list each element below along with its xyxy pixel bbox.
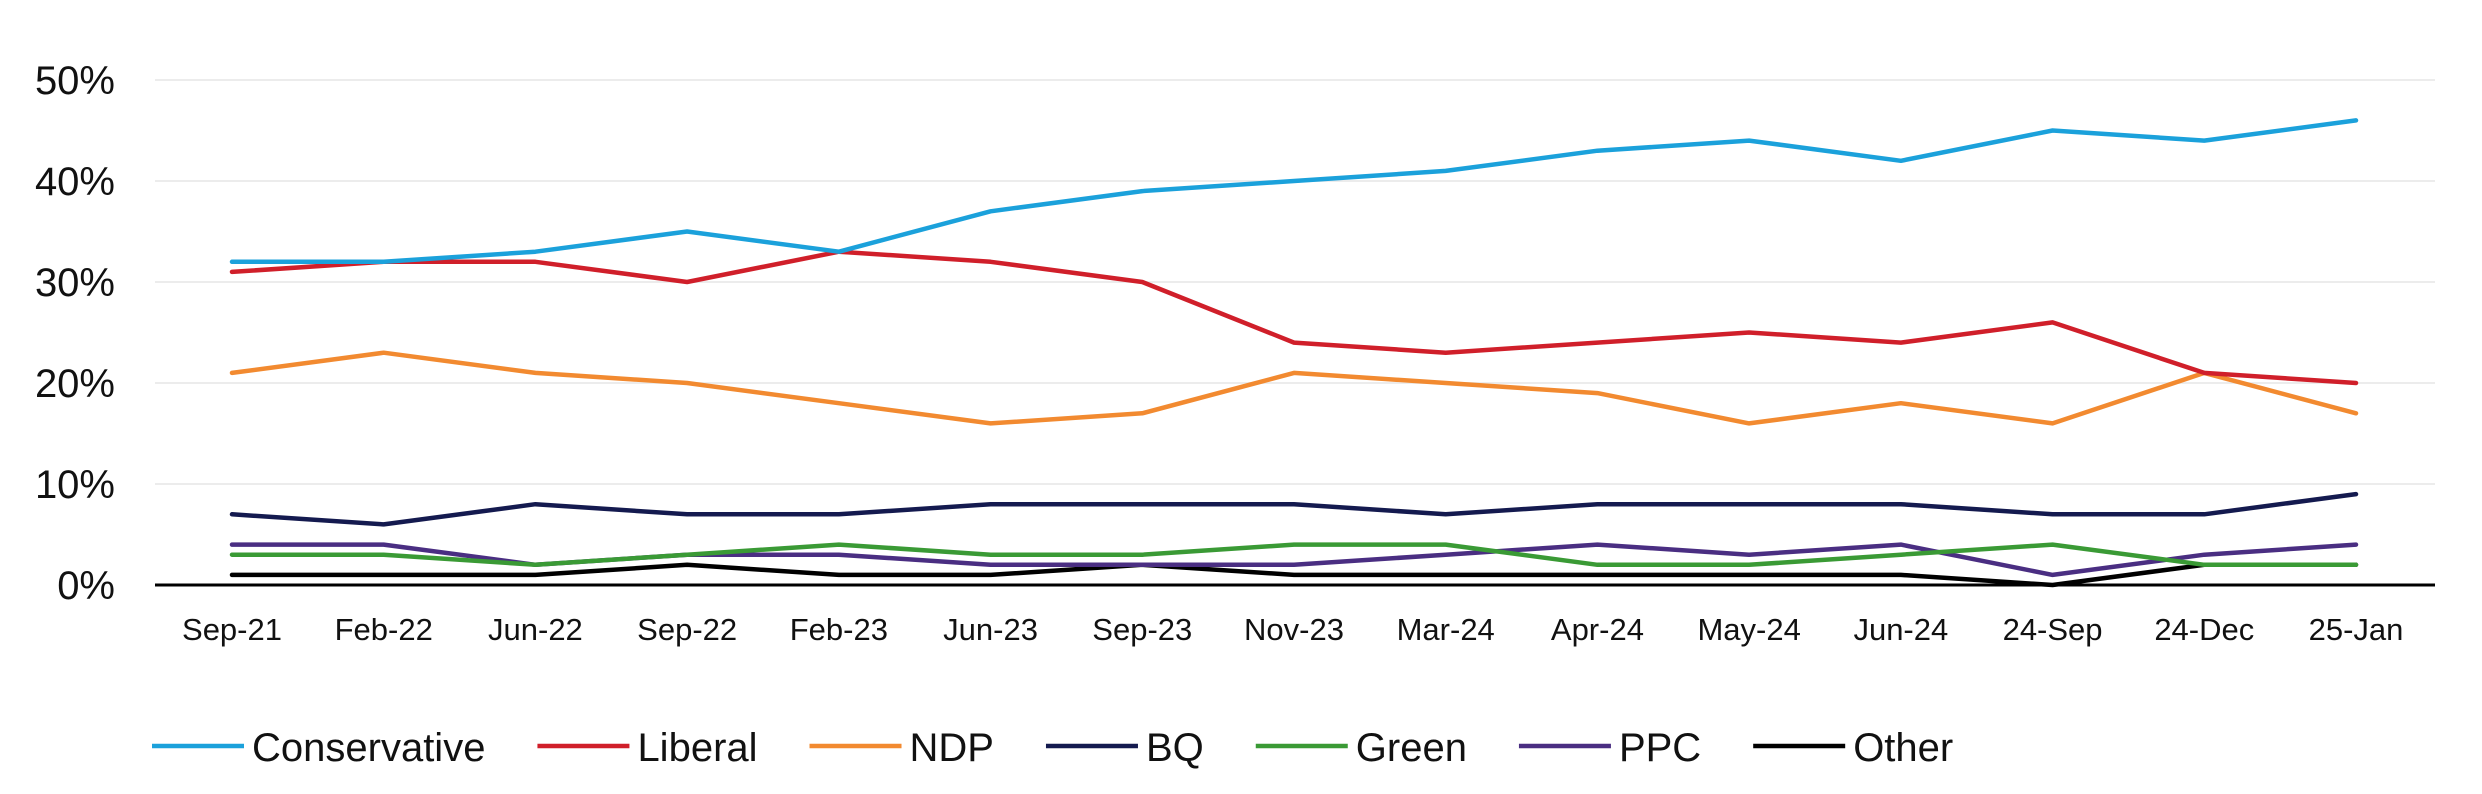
x-tick-label: 24-Sep: [2003, 612, 2103, 647]
y-tick-label: 40%: [35, 160, 115, 204]
x-tick-label: Sep-23: [1092, 612, 1192, 647]
legend-item-ndp: NDP: [809, 726, 994, 770]
y-tick-label: 20%: [35, 362, 115, 406]
x-tick-label: Mar-24: [1397, 612, 1495, 647]
x-tick-label: Feb-23: [790, 612, 888, 647]
series-lines: [229, 118, 2359, 588]
series-line-conservative: [229, 118, 2359, 265]
legend: Conservative Liberal NDP BQ Green PPC Other: [152, 726, 1953, 770]
x-tick-label: Jun-24: [1853, 612, 1948, 647]
x-tick-label: Feb-22: [335, 612, 433, 647]
legend-item-ppc: PPC: [1518, 726, 1701, 770]
legend-label: BQ: [1146, 726, 1204, 770]
legend-label: Liberal: [637, 726, 757, 770]
legend-item-conservative: Conservative: [152, 726, 485, 770]
legend-label: PPC: [1619, 726, 1701, 770]
series-line-bq: [229, 491, 2359, 527]
legend-item-liberal: Liberal: [537, 726, 758, 770]
x-tick-label: Apr-24: [1551, 612, 1644, 647]
x-tick-label: Sep-22: [637, 612, 737, 647]
x-tick-label: 24-Dec: [2154, 612, 2254, 647]
y-tick-label: 0%: [57, 564, 115, 608]
legend-item-green: Green: [1255, 726, 1467, 770]
y-axis: 0% 10% 20% 30% 40% 50%: [35, 59, 115, 608]
x-tick-label: Jun-23: [943, 612, 1038, 647]
series-line-green: [229, 542, 2359, 568]
x-tick-label: Sep-21: [182, 612, 282, 647]
series-line-ndp: [229, 350, 2359, 426]
legend-label: Other: [1853, 726, 1953, 770]
legend-label: Conservative: [252, 726, 485, 770]
gridlines: [155, 79, 2435, 485]
x-tick-label: Jun-22: [488, 612, 583, 647]
y-tick-label: 50%: [35, 59, 115, 103]
x-tick-label: May-24: [1697, 612, 1800, 647]
legend-label: NDP: [910, 726, 994, 770]
series-line-liberal: [229, 249, 2359, 386]
legend-label: Green: [1356, 726, 1467, 770]
series-line-other: [229, 562, 2359, 588]
y-tick-label: 30%: [35, 261, 115, 305]
legend-item-other: Other: [1753, 726, 1953, 770]
legend-item-bq: BQ: [1045, 726, 1204, 770]
x-tick-label: 25-Jan: [2309, 612, 2404, 647]
series-line-ppc: [229, 542, 2359, 578]
x-tick-label: Nov-23: [1244, 612, 1344, 647]
x-axis: Sep-21 Feb-22 Jun-22 Sep-22 Feb-23 Jun-23 Sep-…: [182, 612, 2403, 647]
y-tick-label: 10%: [35, 463, 115, 507]
